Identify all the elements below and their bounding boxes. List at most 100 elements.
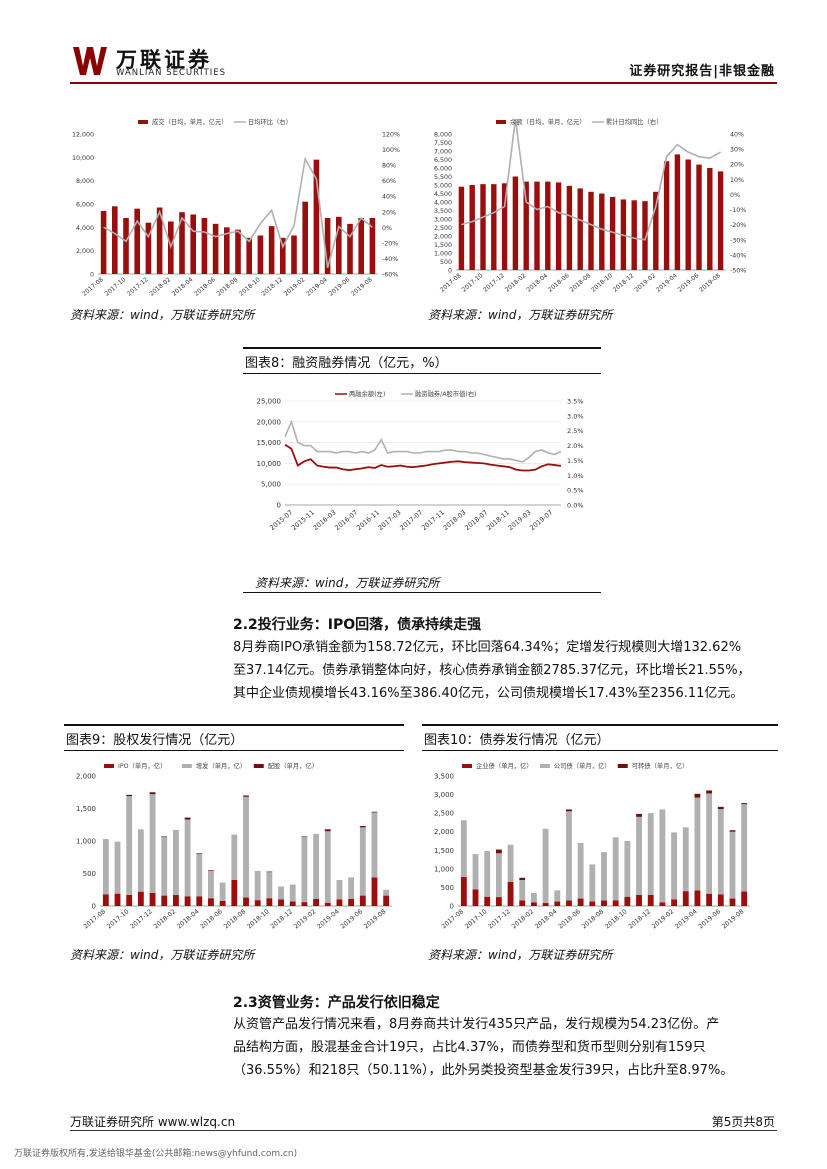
bar-segment xyxy=(542,828,549,904)
y2-tick-label: -60% xyxy=(382,272,398,279)
bar xyxy=(480,184,486,270)
y2-tick-label: 40% xyxy=(730,132,744,139)
legend-label: 融资融券/A股市值(右) xyxy=(415,389,477,398)
x-tick-label: 2019-06 xyxy=(697,908,722,930)
bar xyxy=(696,164,702,270)
y-tick-label: 4,500 xyxy=(434,191,452,198)
bar xyxy=(566,185,573,270)
x-tick-label: 2019-08 xyxy=(350,276,374,298)
y-tick-label: 2,000 xyxy=(434,828,454,836)
y2-tick-label: -40% xyxy=(730,252,746,259)
x-tick-label: 2018-04 xyxy=(176,908,201,930)
x-tick-label: 2015-11 xyxy=(290,508,316,532)
x-tick-label: 2019-02 xyxy=(633,272,657,294)
paragraph-line: 至37.14亿元。债券承销整体向好，核心债券承销金额2785.37亿元，环比增长… xyxy=(233,663,751,678)
y2-tick-label: 100% xyxy=(382,147,400,154)
bar-segment xyxy=(717,809,724,895)
legend-swatch xyxy=(462,764,472,768)
bar-segment xyxy=(472,889,479,906)
bar xyxy=(100,211,107,274)
x-tick-label: 2017-10 xyxy=(464,908,489,930)
bar-segment xyxy=(348,877,355,899)
bar-segment xyxy=(336,899,343,906)
y-tick-label: 0 xyxy=(277,502,281,510)
y-tick-label: 20,000 xyxy=(257,418,282,426)
bar-segment xyxy=(219,882,226,901)
bar-segment xyxy=(126,794,133,797)
bar-segment xyxy=(647,894,654,906)
fig10-title-box: 图表10：债券发行情况（亿元） xyxy=(422,724,778,751)
bar xyxy=(246,237,252,274)
bar-segment xyxy=(636,894,642,906)
legend-swatch xyxy=(496,120,506,124)
section-ib-title: 2.2投行业务：IPO回落，债承持续走强 xyxy=(233,617,482,633)
bar-segment xyxy=(601,900,607,906)
bar-segment xyxy=(694,890,701,906)
series-line-balance xyxy=(284,443,562,472)
y-tick-label: 3,500 xyxy=(434,208,452,215)
bar xyxy=(201,218,208,274)
x-tick-label: 2018-12 xyxy=(612,272,636,294)
x-tick-label: 2017-12 xyxy=(129,908,154,930)
bar-segment xyxy=(266,898,273,906)
y-tick-label: 1,000 xyxy=(434,251,452,258)
fig9-chart: 0 500 1,000 1,500 2,000 2017-08 2017-10 2017-12… xyxy=(64,752,404,934)
y-tick-label: 7,000 xyxy=(434,149,452,156)
x-tick-label: 2016-11 xyxy=(355,508,381,532)
bar-segment xyxy=(196,896,203,906)
bar-segment xyxy=(484,896,491,906)
legend-label: 增发（单月，亿） xyxy=(196,761,246,770)
bar xyxy=(512,176,519,270)
legend-swatch xyxy=(138,120,148,124)
bar-segment xyxy=(531,902,537,906)
y2-tick-label: 0.5% xyxy=(567,487,584,495)
paragraph-line: 从资管产品发行情况来看，8月券商共计发行435只产品，发行规模为54.23亿份。… xyxy=(233,1017,720,1032)
x-tick-label: 2017-08 xyxy=(81,276,105,298)
paragraph-line: 8月券商IPO承销金额为158.72亿元，环比回落64.34%；定增发行规模则大… xyxy=(233,640,742,655)
x-tick-label: 2017-08 xyxy=(82,908,107,930)
y2-tick-label: -30% xyxy=(730,237,746,244)
bar-segment xyxy=(717,806,724,810)
bar-segment xyxy=(102,894,109,906)
bar-segment xyxy=(694,797,701,891)
bar-segment xyxy=(624,841,631,897)
y-tick-label: 12,000 xyxy=(72,132,94,139)
footer-divider xyxy=(70,1130,777,1131)
x-tick-label: 2017-12 xyxy=(482,272,506,294)
x-tick-label: 2018-06 xyxy=(547,272,571,294)
fig8-title-box: 图表8：融资融券情况（亿元，%） xyxy=(243,347,601,374)
bar-segment xyxy=(219,900,226,906)
bar xyxy=(599,193,605,270)
x-tick-label: 2018-06 xyxy=(193,276,217,298)
fig7-source: 资料来源：wind，万联证券研究所 xyxy=(428,308,613,322)
y2-tick-label: 80% xyxy=(382,163,396,170)
x-tick-label: 2019-08 xyxy=(698,272,722,294)
y-tick-label: 10,000 xyxy=(72,155,94,162)
bar-segment xyxy=(231,880,238,906)
bar-segment xyxy=(348,898,355,906)
fig10-source: 资料来源：wind，万联证券研究所 xyxy=(428,948,613,962)
bar-segment xyxy=(149,794,156,893)
bar xyxy=(324,218,331,274)
bar-segment xyxy=(566,809,572,812)
y-tick-label: 7,500 xyxy=(434,140,452,147)
x-tick-label: 2019-06 xyxy=(328,276,352,298)
x-tick-label: 2018-10 xyxy=(590,272,614,294)
x-tick-label: 2019-04 xyxy=(316,908,341,930)
x-tick-label: 2018-03 xyxy=(442,508,468,532)
page-number: 第5页共8页 xyxy=(711,1115,775,1129)
bar-segment xyxy=(254,870,261,901)
fig8-source: 资料来源：wind，万联证券研究所 xyxy=(255,576,440,590)
legend-swatch xyxy=(104,764,114,768)
bar-segment xyxy=(196,854,203,897)
legend-swatch xyxy=(181,764,192,768)
bar-segment xyxy=(495,853,502,898)
bar-segment xyxy=(507,844,514,882)
bar-segment xyxy=(519,900,526,906)
wanlian-logo-icon xyxy=(73,47,107,75)
legend-swatch xyxy=(253,764,264,768)
x-tick-label: 2018-11 xyxy=(485,508,511,532)
y-tick-label: 8,000 xyxy=(434,132,452,139)
bar xyxy=(609,196,616,270)
x-tick-label: 2018-12 xyxy=(627,908,652,930)
